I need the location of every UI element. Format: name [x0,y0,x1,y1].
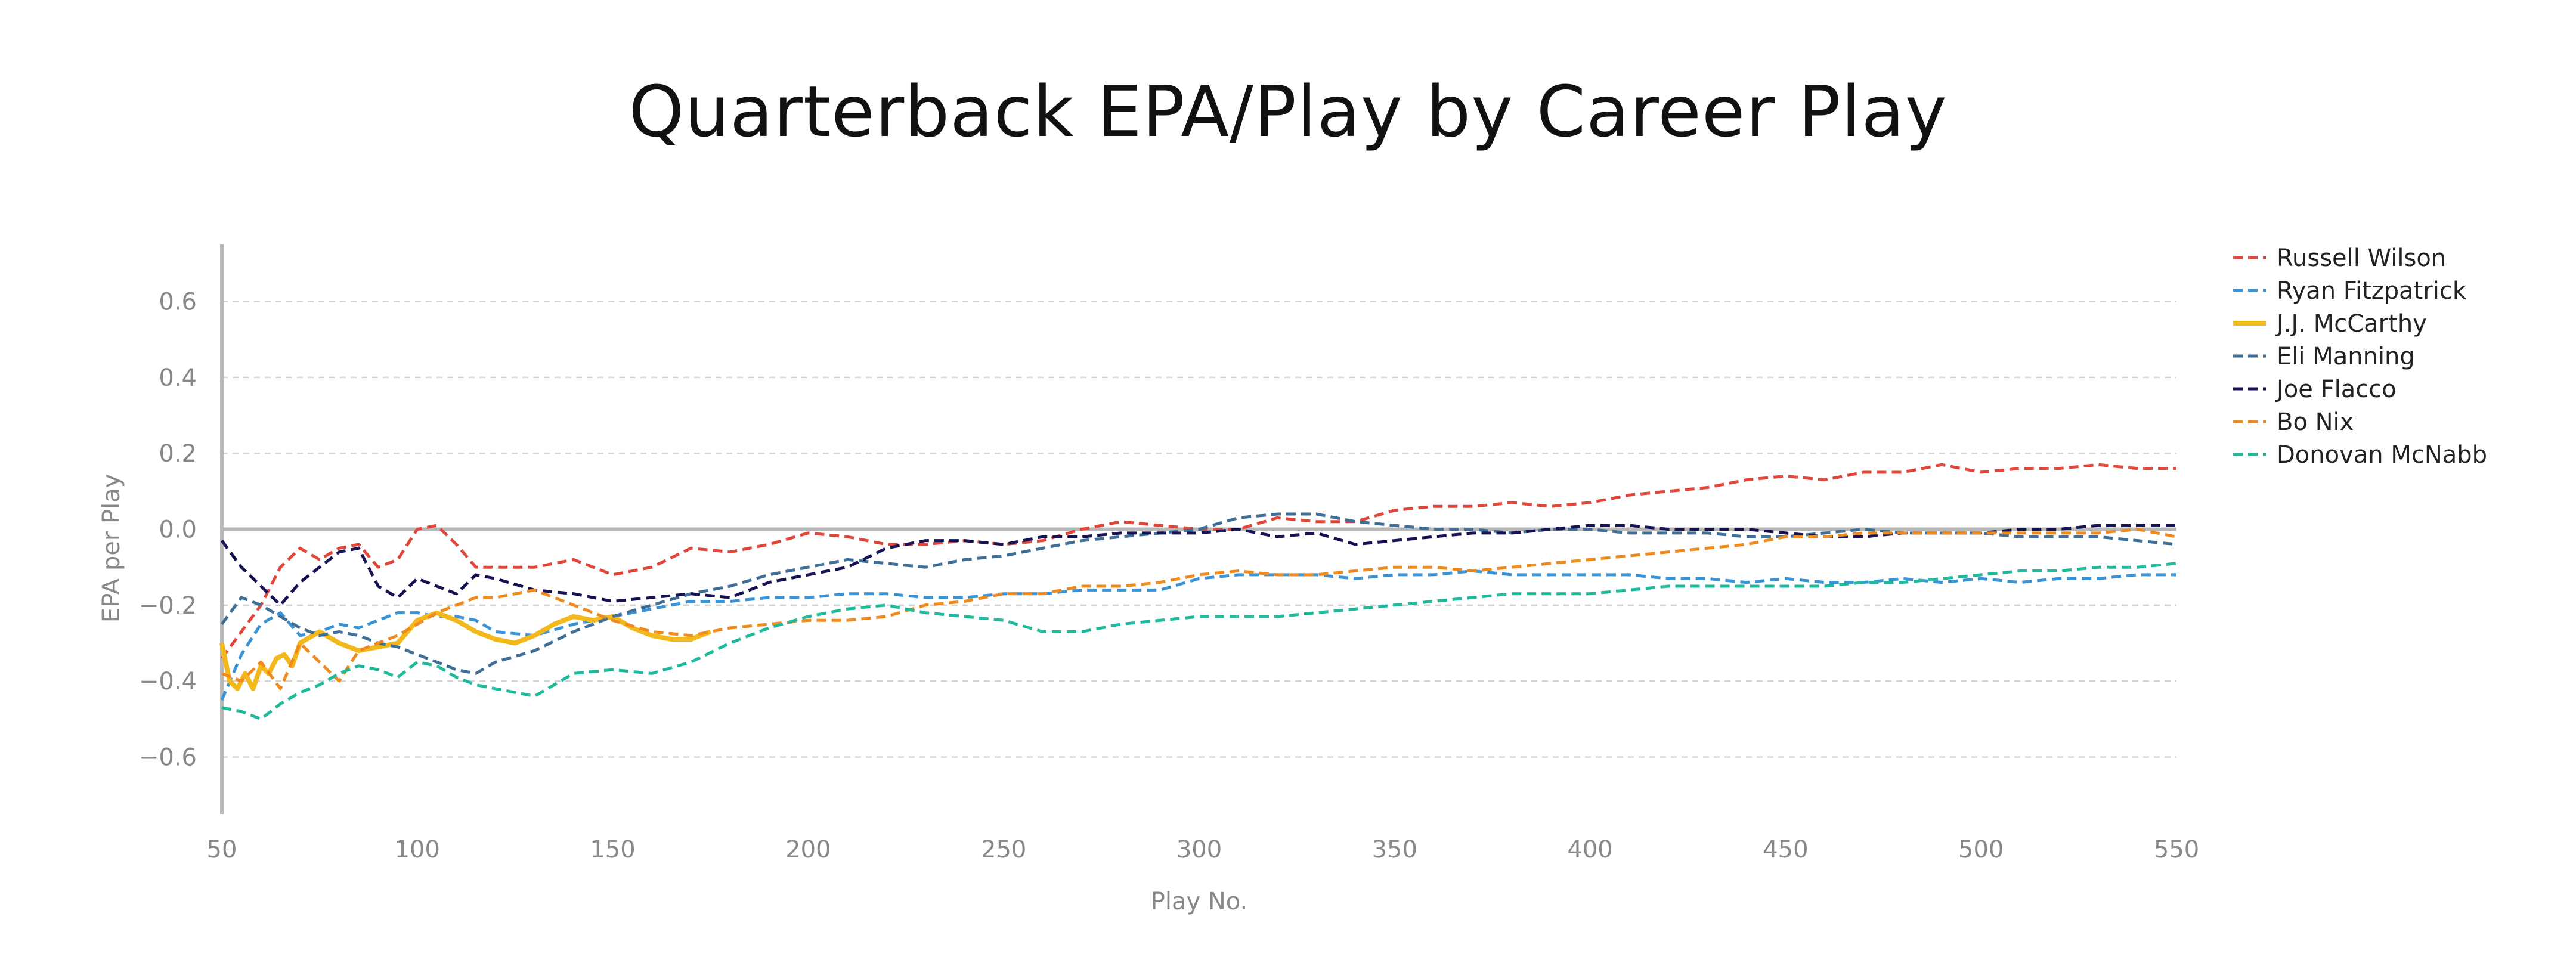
y-tick-label: −0.6 [139,744,197,772]
x-tick-label: 50 [207,836,237,863]
x-tick-label: 200 [785,836,831,863]
x-tick-label: 150 [590,836,635,863]
legend-label: Bo Nix [2277,408,2354,436]
x-tick-label: 550 [2154,836,2199,863]
y-tick-label: 0.2 [159,440,197,467]
x-tick-label: 450 [1763,836,1808,863]
legend-label: J.J. McCarthy [2275,310,2427,338]
series-line [219,610,711,691]
legend-label: Joe Flacco [2275,376,2397,403]
y-tick-label: 0.0 [159,516,197,544]
gridlines [222,301,2176,758]
series-line [221,528,2177,691]
y-tick-label: 0.6 [159,289,197,316]
x-tick-label: 250 [981,836,1026,863]
x-tick-label: 500 [1958,836,2004,863]
legend-label: Eli Manning [2277,343,2415,370]
x-axis-title: Play No. [1151,888,1248,915]
series-line [220,569,2176,701]
y-tick-label: −0.4 [139,668,197,695]
y-tick-label: −0.2 [139,592,197,620]
series-lines [219,463,2177,721]
legend-label: Donovan McNabb [2277,441,2487,469]
x-tick-label: 400 [1567,836,1612,863]
legend: Russell Wilson Ryan Fitzpatrick J.J. McCar… [2233,244,2487,469]
legend-label: Ryan Fitzpatrick [2277,277,2467,305]
x-tick-label: 100 [395,836,440,863]
chart-title: Quarterback EPA/Play by Career Play [628,70,1948,153]
series-line [220,512,2177,675]
y-axis-title: EPA per Play [98,474,125,623]
legend-label: Russell Wilson [2277,244,2446,272]
series-line [220,463,2176,660]
tick-labels: −0.6 −0.4 −0.2 0.0 0.2 0.4 0.6 50 100 150 200 250 30… [139,289,2199,864]
x-tick-label: 350 [1372,836,1417,863]
y-tick-label: 0.4 [159,364,197,392]
x-tick-label: 300 [1176,836,1222,863]
